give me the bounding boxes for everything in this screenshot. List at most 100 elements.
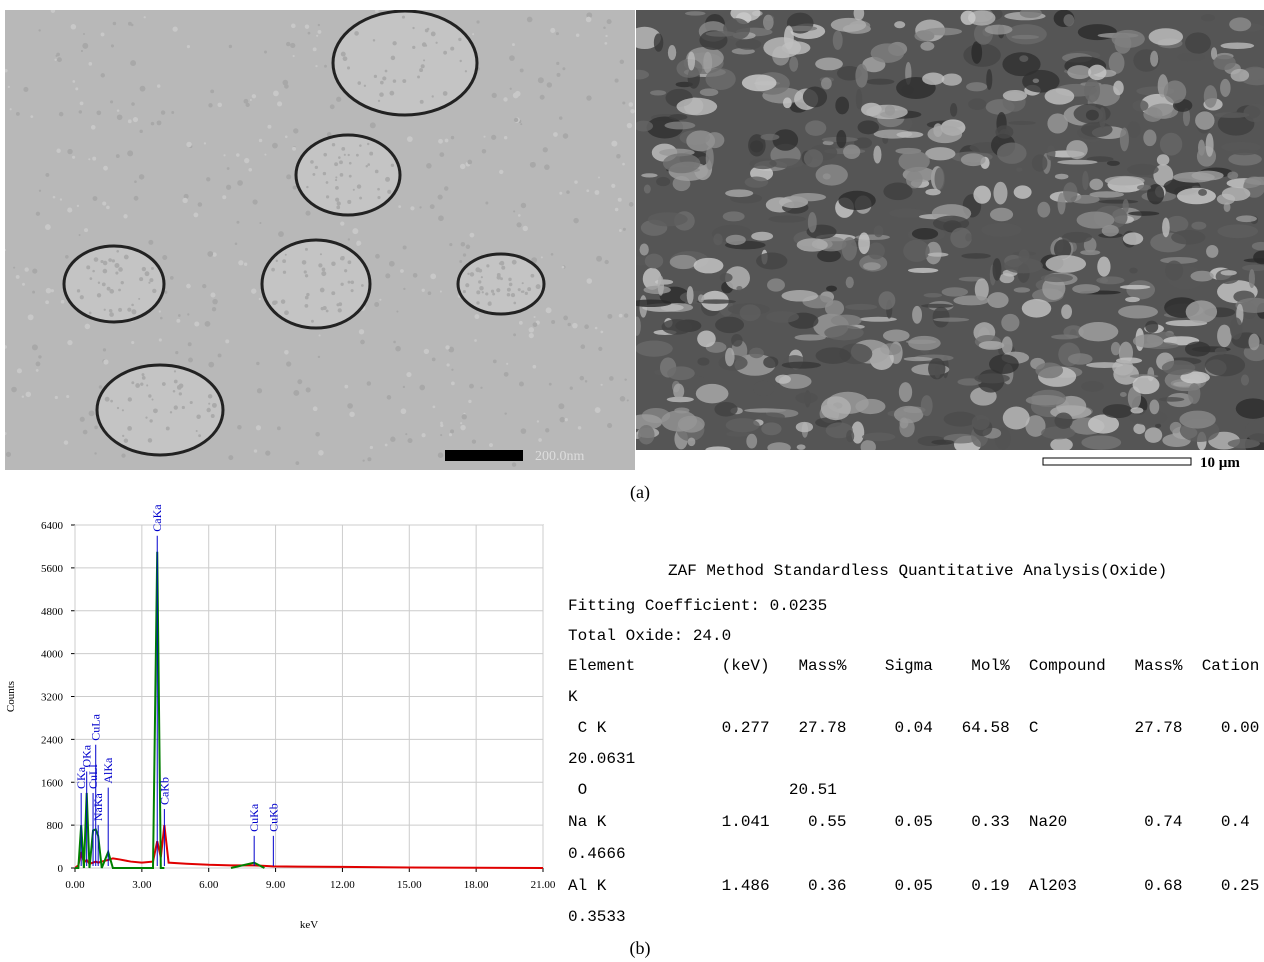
texture [556,32,559,35]
texture [861,440,876,454]
texture [59,112,64,117]
texture [694,258,724,274]
texture [476,290,480,294]
texture [521,203,526,208]
texture [551,253,554,256]
texture [77,205,79,207]
texture [816,347,851,364]
texture [350,280,354,284]
texture [284,350,289,355]
texture [367,381,372,386]
texture [1003,90,1027,101]
texture [176,319,180,323]
texture [858,120,879,134]
texture [30,115,33,118]
zaf-line: O 20.51 [568,781,837,799]
texture [92,157,96,161]
texture [145,417,147,419]
texture [139,130,142,133]
texture [509,55,515,61]
texture [140,382,143,385]
texture [305,248,308,251]
texture [1191,171,1223,181]
texture [705,68,735,90]
texture [435,42,437,44]
texture [432,358,436,362]
zaf-line: C K 0.277 27.78 0.04 64.58 C 27.78 0.00 [568,719,1259,737]
texture [438,195,443,200]
texture [445,345,449,349]
texture [935,167,945,190]
texture [413,273,418,278]
texture [496,288,500,292]
texture [896,131,923,138]
texture [894,406,924,423]
texture [504,136,507,139]
texture [450,47,454,51]
texture [924,293,942,297]
texture [166,427,170,431]
texture [509,283,513,287]
texture [331,262,335,266]
texture [763,15,774,30]
texture [600,331,603,334]
texture [305,211,310,216]
texture [912,306,922,324]
texture [474,314,479,319]
texture [1217,224,1258,238]
texture [187,45,190,48]
texture [586,189,589,192]
texture [315,432,320,437]
texture [285,136,288,139]
texture [568,323,571,326]
texture [460,422,462,424]
texture [1099,107,1106,128]
texture [578,426,581,429]
texture [1186,300,1217,323]
texture [379,92,384,97]
texture [1191,222,1206,230]
texture [276,260,278,262]
texture [1063,14,1074,26]
texture [547,82,552,87]
texture [953,295,989,305]
texture [208,403,210,405]
texture [472,439,476,443]
texture [1046,255,1087,273]
texture [821,77,832,89]
texture [1077,211,1115,228]
texture [520,123,522,125]
texture [1041,426,1075,439]
texture [725,189,753,197]
texture [1185,32,1211,54]
texture [565,418,568,421]
texture [313,47,317,51]
texture [315,166,318,169]
texture [731,334,743,347]
texture [903,240,930,262]
texture [451,382,455,386]
texture [75,87,78,90]
texture [349,162,352,165]
texture [767,278,785,291]
texture [736,286,742,290]
texture [77,289,80,292]
texture [321,307,324,310]
texture [205,321,211,327]
texture [527,17,533,23]
texture [367,163,370,166]
texture [177,385,182,390]
texture [304,304,308,308]
texture [81,50,83,52]
texture [878,291,895,309]
x-tick-label: 12.00 [330,879,355,891]
texture [1051,334,1078,339]
texture [635,341,673,357]
texture [541,256,543,258]
texture [159,338,162,341]
texture [580,344,585,349]
texture [598,177,600,179]
texture [835,97,849,115]
texture [650,90,666,95]
texture [182,198,187,203]
